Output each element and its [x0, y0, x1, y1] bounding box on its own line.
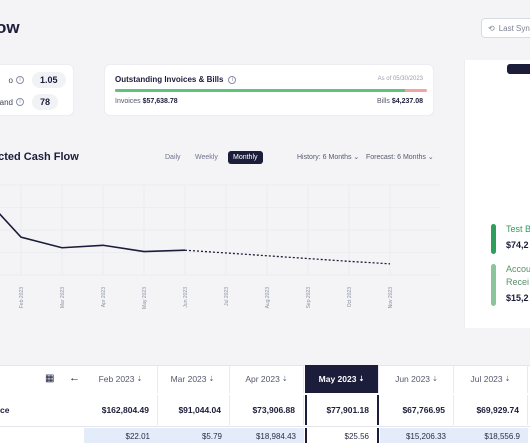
chart-title: ected Cash Flow [0, 151, 79, 163]
column-header[interactable]: Mar 2023 ⇣ [156, 365, 230, 393]
table-cell: $25.56 [305, 428, 379, 443]
bills-label: Bills [377, 98, 390, 105]
history-dropdown[interactable]: History: 6 Months ⌄ [297, 153, 359, 161]
x-tick-label: Feb 2023 [19, 287, 25, 308]
panel-tab[interactable] [507, 64, 530, 74]
table-cell: $18,984.43 [230, 428, 304, 443]
chevron-down-icon: ⌄ [353, 154, 360, 161]
calendar-icon[interactable]: ▦ [45, 373, 55, 384]
sync-icon: ⟲ [488, 23, 495, 33]
x-tick-label: Oct 2023 [347, 287, 353, 308]
right-panel [464, 60, 530, 328]
table-cell: $22.01 [84, 428, 158, 443]
ratio-value: 78 [32, 94, 59, 110]
chevron-down-icon: ⌄ [427, 154, 434, 161]
as-of-date: As of 05/30/2023 [377, 76, 423, 82]
invoices-total: Invoices $57,638.78 [115, 98, 178, 105]
legend-label: Accou [506, 264, 530, 274]
info-icon[interactable]: i [16, 76, 24, 84]
table-cell: $91,044.04 [156, 395, 230, 425]
legend-label-2: Recei [506, 277, 530, 287]
toggle-weekly[interactable]: Weekly [195, 154, 218, 161]
table-cell: $162,804.49 [84, 395, 158, 425]
info-icon[interactable]: i [228, 75, 237, 84]
column-header[interactable]: Jun 2023 ⇣ [380, 365, 454, 393]
ratio-row: Hand i 78 [0, 92, 75, 112]
legend-value: $15,2 [506, 293, 529, 303]
sort-icon[interactable]: ⇣ [432, 376, 438, 383]
invoices-value: $57,638.78 [142, 98, 178, 105]
column-header[interactable]: Feb 2023 ⇣ [84, 365, 158, 393]
table-cell: $67,766.95 [380, 395, 454, 425]
ratio-row: o i 1.05 [0, 70, 75, 90]
row-divider [0, 426, 530, 427]
sort-icon[interactable]: ⇣ [136, 376, 143, 383]
x-tick-label: Aug 2023 [265, 287, 271, 309]
forecast-label: Forecast: 6 Months [366, 154, 426, 161]
table-cell: $77,901.18 [305, 395, 379, 425]
arrow-left-icon[interactable]: ← [69, 372, 80, 384]
invoices-fill [115, 89, 406, 92]
bills-total: Bills $4,237.08 [377, 98, 423, 105]
x-tick-label: Mar 2023 [60, 287, 66, 308]
ratio-label: o [8, 75, 13, 85]
row-label: ce [0, 405, 10, 415]
x-tick-label: Apr 2023 [101, 287, 107, 308]
toggle-monthly[interactable]: Monthly [228, 151, 263, 164]
last-sync-button[interactable]: ⟲ Last Sync [481, 18, 530, 38]
outstanding-invoices-card: Outstanding Invoices & Bills i As of 05/… [104, 64, 434, 116]
x-tick-label: Jul 2023 [224, 287, 230, 306]
history-label: History: 6 Months [297, 154, 352, 161]
invoices-label: Invoices [115, 98, 141, 105]
legend-label: Test B [506, 224, 530, 234]
sort-icon[interactable]: ⇣ [504, 376, 511, 383]
invoices-card-title: Outstanding Invoices & Bills i [115, 75, 237, 84]
ratio-value: 1.05 [32, 72, 66, 88]
table-cell: $69,929.74 [454, 395, 528, 425]
column-header[interactable]: May 2023 ⇣ [305, 365, 379, 393]
sort-icon[interactable]: ⇣ [358, 376, 365, 383]
legend-color-bar [491, 264, 496, 306]
history-line [0, 213, 186, 253]
toggle-daily[interactable]: Daily [165, 154, 181, 161]
info-icon[interactable]: i [16, 98, 24, 106]
invoices-title-text: Outstanding Invoices & Bills [115, 75, 224, 84]
sort-icon[interactable]: ⇣ [208, 376, 215, 383]
x-tick-label: Jun 2023 [183, 287, 189, 308]
table-cell: $15,206.33 [380, 428, 454, 443]
page-title: ow [0, 18, 20, 37]
table-cell: $73,906.88 [230, 395, 304, 425]
table-cell: $5.79 [156, 428, 230, 443]
column-header[interactable]: Jul 2023 ⇣ [454, 365, 528, 393]
x-tick-label: Nov 2023 [388, 287, 394, 309]
last-sync-label: Last Sync [498, 23, 530, 33]
x-tick-label: May 2023 [142, 287, 148, 309]
x-tick-label: Sep 2023 [306, 287, 312, 309]
invoices-bills-bar [115, 89, 427, 92]
column-header[interactable]: Apr 2023 ⇣ [230, 365, 304, 393]
table-cell: $18,556.9 [454, 428, 528, 443]
sort-icon[interactable]: ⇣ [281, 376, 288, 383]
legend-value: $74,2 [506, 240, 529, 250]
ratio-label: Hand [0, 97, 13, 107]
ratios-card: o i 1.05 Hand i 78 [0, 64, 74, 116]
forecast-dropdown[interactable]: Forecast: 6 Months ⌄ [366, 153, 434, 161]
legend-color-bar [491, 224, 496, 254]
bills-value: $4,237.08 [391, 98, 423, 105]
